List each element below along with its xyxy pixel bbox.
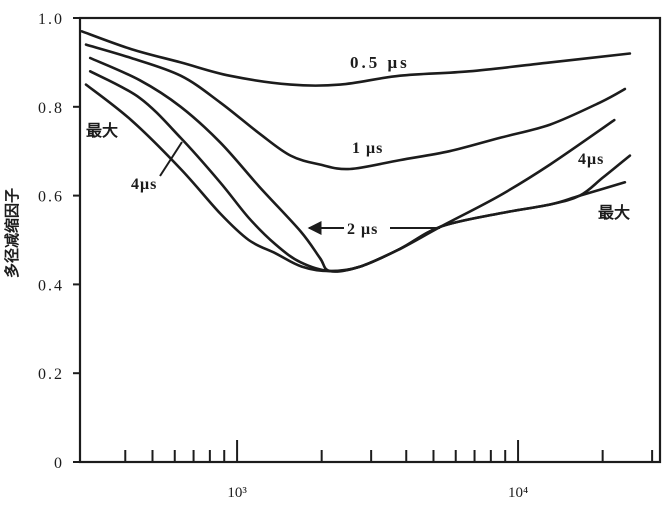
label-4us-left: 4μs (131, 176, 157, 193)
label-max-right: 最大 (598, 203, 630, 222)
y-tick-label: 0.8 (38, 100, 64, 117)
series-line-1us (84, 43, 627, 171)
series-line-2us (88, 56, 616, 273)
label-4us-right: 4μs (578, 151, 604, 168)
y-tick-label: 0.4 (38, 277, 64, 294)
x-tick-label: 10⁴ (508, 485, 528, 501)
series-lines (80, 30, 632, 273)
plot-frame (78, 16, 662, 464)
axes: 0 0.2 0.4 0.6 0.8 1.0 10³ 10⁴ (38, 11, 654, 501)
y-tick-label: 0.6 (38, 189, 64, 206)
y-tick-label: 0.2 (38, 366, 64, 383)
label-0-5us: 0.5 μs (350, 53, 410, 72)
series-line-max (84, 83, 627, 273)
annotations: 多径减缩因子 0.5 μs 1 μs 2 μs 4μs 最大 最大 4μs (3, 53, 630, 278)
x-tick-label: 10³ (227, 485, 247, 501)
y-tick-label: 1.0 (38, 11, 64, 28)
y-tick-label: 0 (54, 455, 64, 472)
y-axis-label: 多径减缩因子 (3, 188, 21, 278)
label-1us: 1 μs (352, 140, 383, 157)
label-4us-leader (159, 141, 183, 177)
label-max-left: 最大 (86, 121, 118, 140)
label-2us: 2 μs (347, 221, 378, 238)
series-line-0-5us (80, 30, 632, 88)
